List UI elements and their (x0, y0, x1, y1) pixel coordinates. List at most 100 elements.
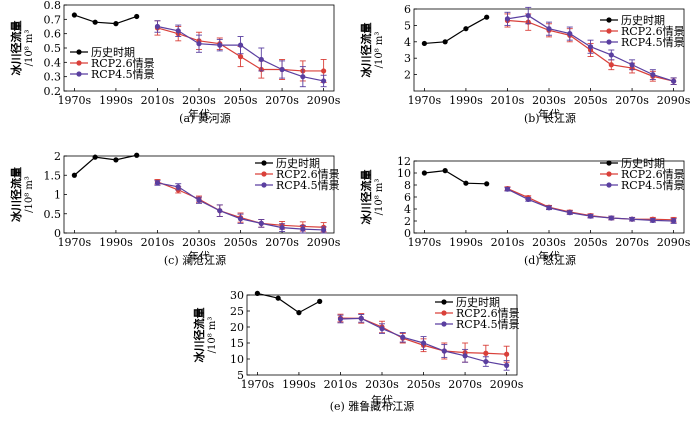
panel-caption: (b) 长江源 (524, 111, 576, 125)
x-tick-label: 2010s (141, 94, 175, 107)
x-tick-label: 2030s (532, 236, 566, 249)
legend-marker (76, 49, 82, 55)
legend-marker (606, 28, 612, 34)
x-tick-label: 2050s (574, 236, 608, 249)
x-tick-label: 2050s (407, 378, 441, 391)
y-axis-label: 冰川径流量 (359, 23, 373, 78)
legend-marker (606, 160, 612, 166)
legend-label: RCP4.5情景 (456, 318, 520, 331)
x-tick-label: 2070s (448, 378, 482, 391)
legend-marker (76, 60, 82, 66)
x-tick-label: 1970s (408, 236, 442, 249)
y-axis-unit: /10⁸ m³ (374, 179, 385, 216)
data-point (463, 26, 469, 32)
panel-caption: (d) 怒江源 (524, 253, 576, 267)
chart-panel-2: 2 3 4 5 6 1970s 1990s 2010s 2030s 2050s 2070s 2090s… (359, 3, 691, 125)
y-tick-label: 0.6 (44, 28, 62, 41)
data-point (275, 295, 281, 301)
x-tick-label: 2010s (491, 94, 525, 107)
y-tick-label: 0.8 (44, 0, 62, 12)
y-tick-label: 25 (230, 305, 244, 318)
x-tick-label: 2010s (141, 236, 175, 249)
y-tick-label: 10 (397, 167, 411, 180)
data-point (113, 21, 119, 27)
x-tick-label: 2050s (224, 94, 258, 107)
data-point (483, 350, 489, 356)
data-point (321, 78, 327, 84)
x-tick-label: 1990s (449, 94, 483, 107)
y-tick-label: 0 (404, 227, 411, 240)
y-axis-label: 冰川径流量 (9, 167, 23, 222)
data-point (134, 152, 140, 158)
data-point (650, 217, 656, 223)
x-tick-label: 1970s (58, 94, 92, 107)
legend-marker (441, 299, 447, 305)
data-point (462, 353, 468, 359)
legend-marker (606, 182, 612, 188)
data-point (379, 326, 385, 332)
data-point (154, 180, 161, 186)
y-tick-label: 6 (404, 191, 411, 204)
legend-marker (261, 160, 267, 166)
y-tick-label: 20 (230, 321, 244, 334)
data-point (92, 154, 98, 160)
x-axis-label: 年代 (188, 249, 210, 263)
x-tick-label: 2090s (657, 94, 691, 107)
x-tick-label: 2090s (490, 378, 524, 391)
y-tick-label: 0.5 (44, 42, 62, 55)
data-point (217, 208, 223, 214)
y-axis-unit: /10⁸ m³ (374, 32, 385, 69)
y-tick-label: 10 (230, 353, 244, 366)
series-line (424, 169, 487, 185)
data-point (400, 334, 406, 340)
x-tick-label: 2090s (657, 236, 691, 249)
data-point (671, 78, 677, 84)
legend-label: 历史时期 (621, 157, 665, 170)
legend-label: RCP2.6情景 (456, 307, 520, 320)
y-tick-label: 0.3 (44, 71, 62, 84)
data-point (237, 216, 244, 222)
x-tick-label: 1990s (449, 236, 483, 249)
x-tick-label: 2030s (182, 94, 216, 107)
legend-label: RCP2.6情景 (91, 57, 155, 70)
y-tick-label: 0.2 (44, 85, 62, 98)
y-tick-label: 2 (404, 69, 411, 82)
data-point (525, 12, 531, 19)
data-point (258, 220, 264, 226)
legend-label: 历史时期 (456, 296, 500, 309)
data-point (237, 54, 244, 60)
data-point (421, 40, 427, 47)
series-history (254, 290, 323, 316)
y-tick-label: 0.7 (44, 13, 62, 26)
series-history (421, 14, 490, 47)
panel-caption: (e) 雅鲁藏布江源 (330, 399, 415, 413)
data-point (629, 62, 635, 68)
y-axis-label: 冰川径流量 (192, 308, 206, 363)
data-point (337, 316, 344, 322)
data-point (484, 181, 490, 187)
data-point (196, 41, 202, 47)
y-axis-unit: /10⁸ m³ (24, 176, 35, 213)
series-history (421, 168, 490, 187)
data-point (321, 227, 327, 233)
x-tick-label: 2070s (615, 236, 649, 249)
y-tick-label: 3 (404, 52, 411, 65)
x-tick-label: 2030s (365, 378, 399, 391)
data-point (546, 26, 552, 32)
panel-caption: (c) 澜沧江源 (164, 253, 226, 267)
series-history (71, 12, 140, 27)
data-point (134, 13, 140, 20)
data-point (671, 218, 677, 224)
data-point (608, 215, 614, 221)
x-axis-label: 年代 (371, 393, 393, 407)
data-point (441, 348, 447, 354)
data-point (587, 44, 594, 50)
data-point (71, 172, 77, 178)
series-history (71, 152, 140, 178)
data-point (279, 225, 285, 231)
